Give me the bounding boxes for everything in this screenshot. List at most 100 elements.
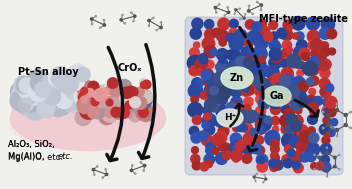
- Circle shape: [127, 95, 138, 106]
- Circle shape: [309, 106, 317, 114]
- Circle shape: [187, 102, 203, 118]
- Circle shape: [217, 17, 230, 31]
- FancyBboxPatch shape: [185, 17, 343, 175]
- Circle shape: [293, 162, 304, 174]
- Circle shape: [106, 82, 119, 96]
- Circle shape: [242, 132, 256, 146]
- Circle shape: [255, 94, 265, 104]
- Circle shape: [297, 81, 309, 92]
- Circle shape: [201, 134, 213, 146]
- Circle shape: [116, 92, 129, 106]
- Circle shape: [335, 103, 338, 105]
- Circle shape: [117, 94, 128, 106]
- Circle shape: [291, 161, 298, 168]
- Circle shape: [243, 85, 250, 93]
- Circle shape: [320, 161, 332, 173]
- Circle shape: [212, 72, 226, 86]
- Circle shape: [205, 73, 218, 86]
- Circle shape: [307, 39, 319, 51]
- Circle shape: [285, 113, 298, 126]
- Circle shape: [243, 96, 254, 107]
- Circle shape: [124, 22, 126, 25]
- Circle shape: [192, 83, 200, 91]
- Circle shape: [282, 19, 293, 30]
- Circle shape: [126, 95, 144, 113]
- Circle shape: [295, 31, 305, 41]
- Circle shape: [236, 109, 250, 123]
- Circle shape: [204, 19, 214, 30]
- Circle shape: [93, 173, 96, 176]
- Circle shape: [308, 132, 320, 144]
- Circle shape: [328, 47, 336, 56]
- Circle shape: [218, 3, 221, 6]
- Circle shape: [313, 96, 323, 106]
- Circle shape: [265, 65, 280, 80]
- Circle shape: [98, 97, 114, 113]
- Circle shape: [101, 87, 110, 96]
- Circle shape: [306, 79, 315, 87]
- Circle shape: [28, 81, 49, 102]
- Circle shape: [258, 19, 267, 28]
- Circle shape: [209, 101, 219, 112]
- Circle shape: [252, 75, 265, 88]
- Circle shape: [309, 75, 320, 86]
- Circle shape: [319, 87, 328, 96]
- Circle shape: [338, 153, 341, 156]
- Circle shape: [110, 94, 126, 110]
- Circle shape: [142, 169, 145, 172]
- Circle shape: [298, 130, 312, 144]
- Circle shape: [228, 117, 236, 125]
- Circle shape: [99, 26, 101, 29]
- Circle shape: [130, 11, 132, 14]
- Circle shape: [137, 92, 149, 104]
- Circle shape: [135, 103, 153, 121]
- Text: Ga: Ga: [270, 91, 284, 101]
- Circle shape: [304, 68, 311, 75]
- Circle shape: [257, 156, 265, 164]
- Circle shape: [225, 49, 236, 60]
- Circle shape: [218, 125, 230, 137]
- Circle shape: [209, 102, 219, 113]
- Circle shape: [255, 124, 265, 135]
- Circle shape: [254, 40, 262, 48]
- Circle shape: [310, 162, 318, 170]
- Circle shape: [305, 94, 318, 107]
- Circle shape: [208, 84, 219, 95]
- Circle shape: [36, 100, 55, 118]
- Circle shape: [85, 88, 95, 98]
- Circle shape: [27, 69, 49, 91]
- Circle shape: [216, 48, 229, 61]
- Circle shape: [193, 41, 201, 49]
- Circle shape: [320, 41, 329, 50]
- Circle shape: [302, 60, 318, 77]
- Circle shape: [110, 106, 122, 118]
- Circle shape: [209, 85, 219, 96]
- Circle shape: [319, 27, 332, 40]
- Circle shape: [131, 164, 134, 167]
- Circle shape: [147, 19, 151, 22]
- Circle shape: [64, 95, 79, 110]
- Circle shape: [247, 9, 251, 13]
- Circle shape: [271, 153, 280, 162]
- Circle shape: [250, 143, 262, 155]
- Circle shape: [335, 128, 339, 132]
- Circle shape: [110, 97, 123, 109]
- Circle shape: [118, 95, 133, 110]
- Circle shape: [54, 90, 73, 109]
- Circle shape: [243, 56, 254, 67]
- Circle shape: [122, 89, 134, 101]
- Circle shape: [118, 87, 131, 99]
- Circle shape: [125, 100, 134, 110]
- Circle shape: [264, 130, 281, 146]
- Circle shape: [270, 73, 284, 87]
- Circle shape: [139, 161, 142, 164]
- Circle shape: [207, 89, 223, 105]
- Text: Al₂O₃, SiO₂,
Mg(Al)O, etc.: Al₂O₃, SiO₂, Mg(Al)O, etc.: [8, 140, 63, 162]
- Circle shape: [119, 84, 134, 99]
- Circle shape: [18, 84, 32, 98]
- Circle shape: [99, 93, 117, 111]
- Circle shape: [202, 113, 217, 128]
- Circle shape: [107, 77, 119, 89]
- Circle shape: [43, 78, 62, 96]
- Circle shape: [295, 95, 307, 106]
